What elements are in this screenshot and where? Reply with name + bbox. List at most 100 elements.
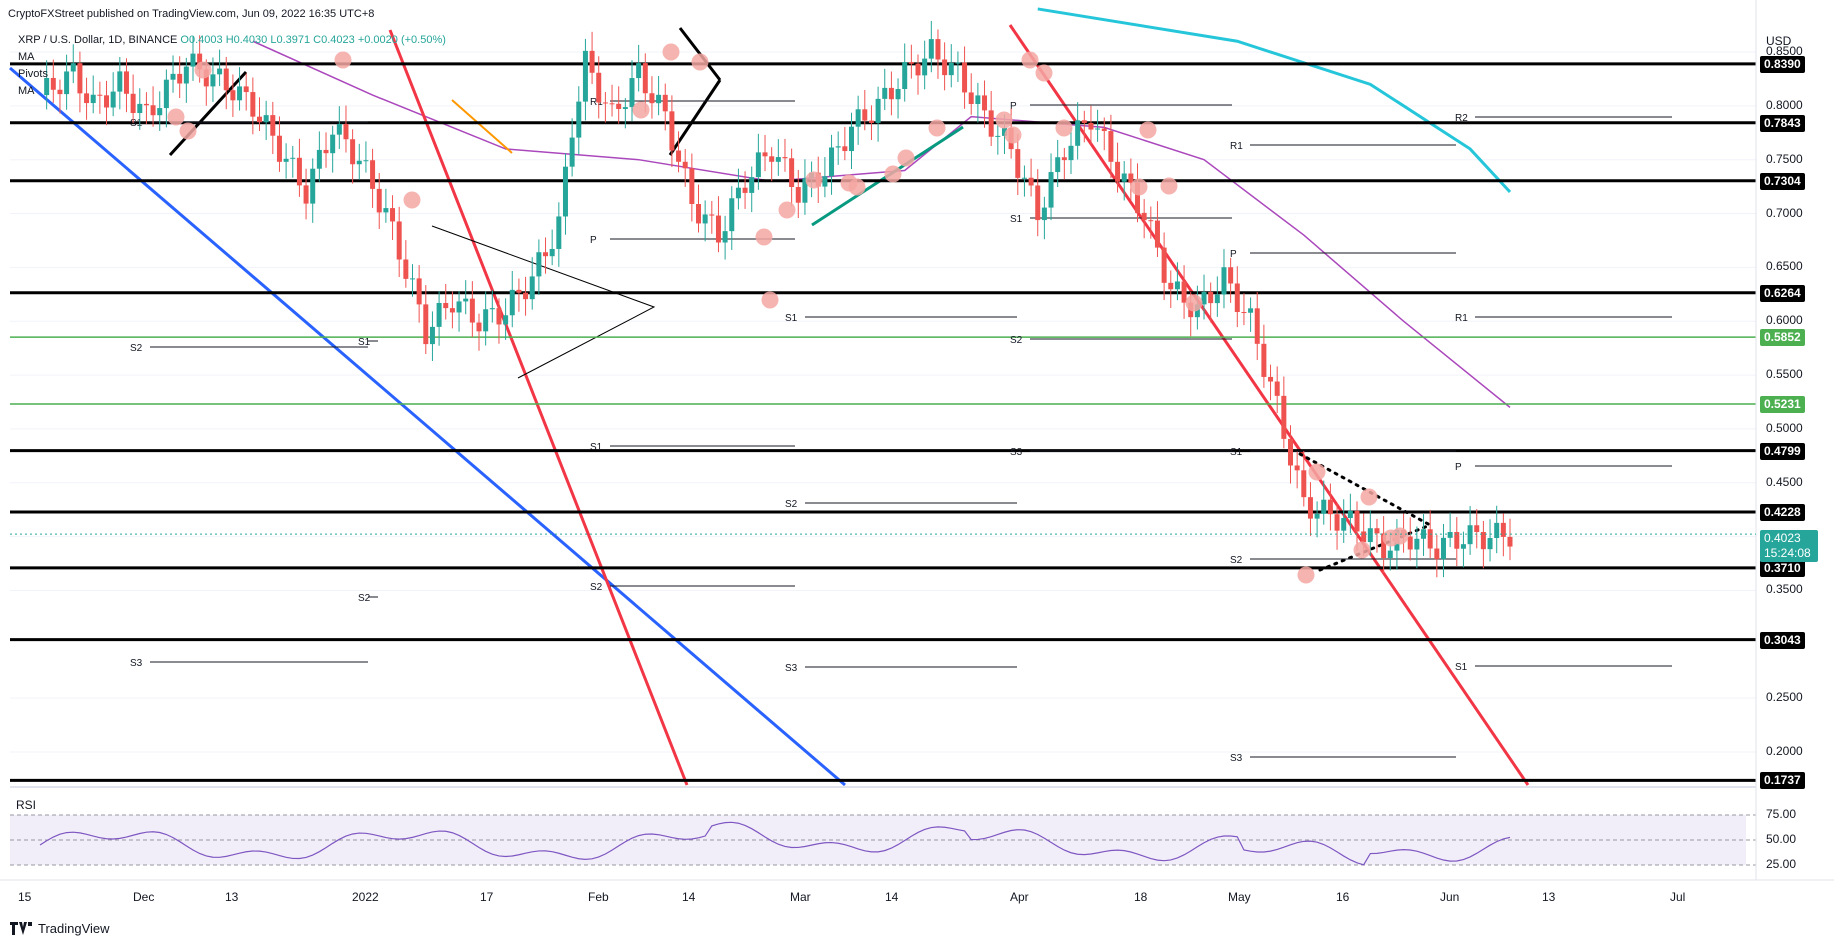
touch-marker xyxy=(1021,51,1039,69)
candle-body xyxy=(762,152,768,157)
pivot-label: P xyxy=(1010,101,1017,112)
touch-marker xyxy=(928,119,946,137)
candle-body xyxy=(1028,177,1034,186)
candle-body xyxy=(1427,529,1433,549)
candle-body xyxy=(1254,308,1260,344)
candle-body xyxy=(702,214,708,224)
candle-body xyxy=(476,322,482,332)
candle-body xyxy=(1174,281,1180,290)
candle-body xyxy=(902,62,908,90)
touch-marker xyxy=(691,53,709,71)
triangle-pattern xyxy=(431,225,656,379)
candle-body xyxy=(137,103,143,114)
candle-body xyxy=(263,115,269,123)
candle-body xyxy=(1341,518,1347,531)
candle-body xyxy=(316,149,322,169)
symbol-header[interactable]: XRP / U.S. Dollar, 1D, BINANCE O0.4003 H… xyxy=(18,34,446,46)
y-tick-label: 0.8000 xyxy=(1766,97,1803,112)
candle-body xyxy=(336,123,342,135)
candle-body xyxy=(223,68,229,91)
pivot-label: S1 xyxy=(1010,214,1023,225)
candle-body xyxy=(1487,538,1493,550)
candle-body xyxy=(1454,532,1460,549)
candle-body xyxy=(556,216,562,249)
y-tick-label: 0.7000 xyxy=(1766,205,1803,220)
candle-body xyxy=(569,137,575,167)
candle-body xyxy=(310,168,316,204)
candle-body xyxy=(782,157,788,159)
candle-body xyxy=(1434,548,1440,560)
ohlc-open: O0.4003 xyxy=(180,34,223,46)
countdown-timer: 15:24:08 xyxy=(1764,546,1811,560)
blue-trendline xyxy=(9,66,846,787)
candle-body xyxy=(1115,161,1121,182)
candle-body xyxy=(1274,381,1280,396)
candle-body xyxy=(862,109,868,121)
candle-body xyxy=(1361,531,1367,543)
indicator-ma-1[interactable]: MA xyxy=(18,51,35,63)
pivot-lines: S1 S2 S3 S1 S2 R1 P S1 S2 S1 S2 S3 P S1 S2 S3 R1 P S1 S2 S3 R… xyxy=(130,97,1672,764)
level-price-box: 0.6264 xyxy=(1760,284,1805,302)
candle-body xyxy=(915,63,921,76)
candle-body xyxy=(44,77,50,96)
rsi-pane xyxy=(10,814,1756,866)
candle-body xyxy=(775,157,781,162)
pivot-label: R1 xyxy=(1230,141,1243,152)
candle-body xyxy=(1088,122,1094,130)
candle-body xyxy=(689,168,695,205)
candle-body xyxy=(1121,173,1127,182)
pivot-label: S1 xyxy=(590,442,603,453)
candle-body xyxy=(523,292,529,300)
x-tick-label: 13 xyxy=(1542,890,1556,904)
candle-body xyxy=(1228,267,1234,284)
x-tick-label: Jun xyxy=(1440,890,1460,904)
currency-label: USD xyxy=(1766,34,1792,48)
candle-body xyxy=(922,58,928,76)
level-price-box: 0.5852 xyxy=(1760,329,1805,347)
candle-body xyxy=(296,157,302,186)
symbol-name: XRP / U.S. Dollar, 1D, BINANCE xyxy=(18,34,178,46)
pivot-label: S2 xyxy=(130,343,143,354)
candle-body xyxy=(163,79,169,109)
touch-markers xyxy=(167,43,1409,584)
candle-body xyxy=(1241,312,1247,314)
candle-body xyxy=(183,66,189,84)
candle-body xyxy=(609,103,615,105)
touch-marker xyxy=(1185,294,1203,312)
touch-marker xyxy=(1035,64,1053,82)
x-tick-label: 13 xyxy=(225,890,239,904)
candle-body xyxy=(503,315,509,325)
candle-body xyxy=(1480,531,1486,550)
red-trendline-2 xyxy=(1008,24,1530,786)
candle-body xyxy=(436,302,442,327)
candle-body xyxy=(729,198,735,232)
tradingview-footer[interactable]: TradingView xyxy=(10,921,110,936)
candle-body xyxy=(217,68,223,75)
touch-marker xyxy=(1055,119,1073,137)
candle-body xyxy=(662,94,668,112)
candle-body xyxy=(1407,536,1413,550)
candle-body xyxy=(237,86,243,101)
candle-body xyxy=(1354,510,1360,532)
candle-body xyxy=(383,208,389,213)
candle-body xyxy=(622,107,628,109)
candle-body xyxy=(104,95,110,108)
x-tick-label: 2022 xyxy=(352,890,379,904)
x-tick-label: May xyxy=(1228,890,1251,904)
tradingview-logo-icon xyxy=(10,922,32,935)
touch-marker xyxy=(403,191,421,209)
indicator-ma-2[interactable]: MA xyxy=(18,85,35,97)
candle-body xyxy=(722,231,728,243)
candle-body xyxy=(363,160,369,162)
candle-body xyxy=(1294,465,1300,471)
candle-body xyxy=(1507,536,1513,547)
candle-body xyxy=(1494,522,1500,539)
candle-body xyxy=(682,161,688,169)
rsi-tick-label: 75.00 xyxy=(1766,807,1797,821)
candle-body xyxy=(290,157,296,159)
y-tick-label: 0.3500 xyxy=(1766,582,1803,597)
indicator-pivots[interactable]: Pivots xyxy=(18,68,48,80)
axis-borders xyxy=(0,0,1834,881)
pivot-label: S3 xyxy=(1230,753,1243,764)
